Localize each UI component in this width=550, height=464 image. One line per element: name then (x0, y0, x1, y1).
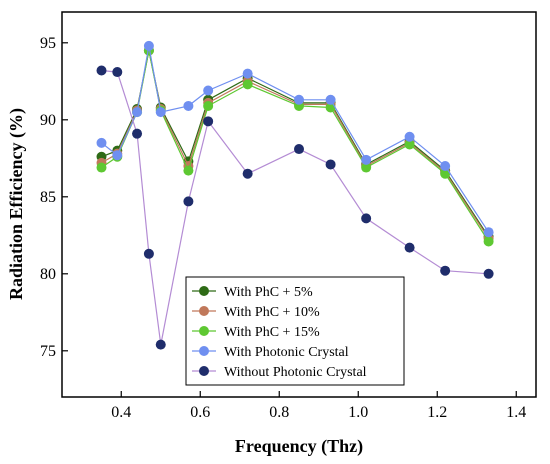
data-point (96, 162, 107, 173)
plot-frame (61, 11, 537, 398)
data-point (183, 196, 194, 207)
x-axis-title: Frequency (Thz) (235, 436, 363, 457)
legend: With PhC + 5% With PhC + 10% With PhC + 15… (185, 276, 405, 386)
data-point (183, 100, 194, 111)
data-point (242, 79, 253, 90)
data-point (132, 128, 143, 139)
legend-marker (199, 346, 209, 356)
data-point (325, 94, 336, 105)
data-point (143, 248, 154, 259)
data-point (96, 137, 107, 148)
x-tick-label: 0.6 (190, 404, 210, 421)
data-point (155, 339, 166, 350)
data-point (483, 268, 494, 279)
data-point (96, 65, 107, 76)
series-3 (96, 45, 494, 247)
series-5 (96, 65, 494, 350)
legend-marker (199, 286, 209, 296)
series-line (101, 50, 490, 238)
x-axis: 0.4 0.6 0.8 1.0 1.2 1.4 (111, 391, 526, 421)
y-axis-title: Radiation Efficiency (%) (6, 108, 27, 300)
data-point (112, 67, 123, 78)
legend-entry: With PhC + 5% (224, 285, 313, 300)
series-1 (96, 45, 494, 242)
series-4 (96, 40, 494, 238)
data-point (361, 213, 372, 224)
data-point (404, 139, 415, 150)
y-tick-label: 85 (40, 189, 56, 206)
plot-area (61, 11, 537, 398)
data-point (325, 159, 336, 170)
data-point (361, 154, 372, 165)
legend-entry: With PhC + 10% (224, 305, 320, 320)
series-layer (96, 40, 494, 350)
data-point (483, 227, 494, 238)
y-tick-label: 75 (40, 343, 56, 360)
data-point (440, 161, 451, 171)
y-tick-label: 90 (40, 112, 56, 129)
data-point (155, 107, 166, 118)
data-point (361, 162, 372, 173)
legend-box (185, 276, 405, 386)
data-point (203, 85, 214, 96)
series-line (101, 50, 490, 239)
y-tick-label: 95 (40, 35, 56, 52)
data-point (143, 40, 154, 51)
legend-marker (199, 326, 209, 336)
x-tick-label: 1.0 (348, 404, 368, 421)
data-point (132, 107, 143, 118)
data-point (404, 242, 415, 253)
data-point (294, 144, 304, 155)
legend-marker (199, 306, 209, 316)
data-point (483, 236, 494, 247)
data-point (440, 265, 451, 276)
data-point (242, 68, 253, 79)
data-point (294, 94, 304, 105)
y-axis: 75 80 85 90 95 (40, 35, 68, 360)
series-line (101, 45, 490, 233)
legend-entry: Without Photonic Crystal (224, 365, 367, 380)
data-point (203, 116, 214, 127)
series-2 (96, 45, 494, 244)
data-point (404, 131, 415, 142)
data-point (440, 168, 451, 179)
x-tick-label: 1.2 (427, 404, 447, 421)
data-point (203, 100, 214, 111)
x-tick-label: 1.4 (506, 404, 526, 421)
y-tick-label: 80 (40, 266, 56, 283)
series-line (101, 69, 489, 345)
legend-entry: With PhC + 15% (224, 325, 320, 340)
data-point (112, 150, 123, 161)
data-point (242, 168, 253, 179)
data-point (183, 165, 194, 176)
legend-marker (199, 366, 209, 376)
x-tick-label: 0.8 (269, 404, 289, 421)
x-tick-label: 0.4 (111, 404, 131, 421)
legend-entry: With Photonic Crystal (224, 345, 349, 360)
